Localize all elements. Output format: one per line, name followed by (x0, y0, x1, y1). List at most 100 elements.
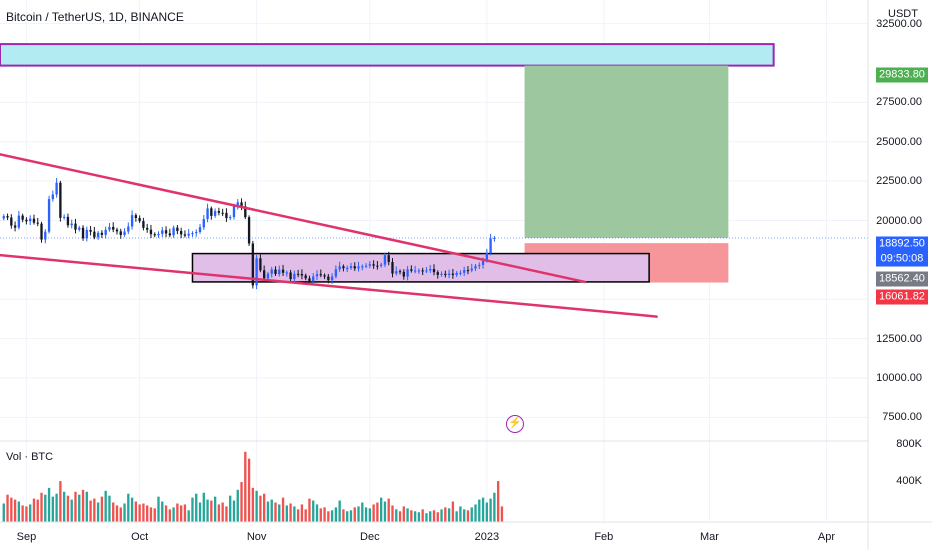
candle[interactable] (108, 222, 111, 232)
candle[interactable] (198, 223, 202, 234)
candle[interactable] (236, 199, 239, 210)
candle[interactable] (459, 270, 462, 276)
candle[interactable] (187, 229, 190, 239)
candle[interactable] (62, 214, 66, 220)
candle[interactable] (100, 230, 104, 238)
candle[interactable] (89, 225, 92, 236)
candle[interactable] (195, 229, 198, 237)
candle[interactable] (17, 210, 21, 230)
candle[interactable] (353, 262, 356, 271)
candle[interactable] (146, 223, 149, 233)
candle[interactable] (168, 228, 171, 238)
candle[interactable] (2, 214, 5, 221)
candle[interactable] (221, 208, 224, 217)
candle[interactable] (93, 226, 96, 240)
candle[interactable] (179, 227, 183, 239)
candle[interactable] (157, 231, 160, 238)
candle[interactable] (217, 207, 221, 216)
candle[interactable] (387, 251, 390, 266)
candle[interactable] (319, 269, 322, 278)
candle[interactable] (470, 263, 473, 273)
candle[interactable] (334, 265, 338, 279)
candle[interactable] (312, 273, 315, 285)
candle[interactable] (432, 264, 436, 276)
candle[interactable] (274, 266, 277, 276)
candle[interactable] (440, 271, 443, 277)
candle[interactable] (96, 230, 100, 240)
candle[interactable] (66, 213, 70, 228)
candle[interactable] (206, 203, 209, 223)
candle[interactable] (142, 217, 145, 231)
candle[interactable] (36, 217, 39, 227)
candle[interactable] (130, 210, 134, 230)
candle[interactable] (210, 206, 213, 220)
candle[interactable] (296, 269, 300, 278)
candle[interactable] (304, 273, 307, 281)
candle[interactable] (191, 231, 194, 237)
candle[interactable] (455, 271, 458, 277)
candle[interactable] (263, 265, 266, 281)
candle[interactable] (115, 227, 119, 235)
candle[interactable] (270, 266, 273, 278)
candle[interactable] (47, 195, 51, 234)
candle[interactable] (40, 221, 43, 243)
profit-zone[interactable] (524, 65, 729, 238)
candle[interactable] (255, 254, 258, 290)
candle[interactable] (379, 262, 383, 268)
candle[interactable] (29, 215, 32, 226)
candle[interactable] (6, 213, 9, 221)
candle[interactable] (164, 226, 168, 238)
candle[interactable] (447, 269, 451, 279)
candle[interactable] (81, 225, 85, 241)
candle[interactable] (244, 201, 247, 220)
candle[interactable] (55, 177, 58, 198)
candle[interactable] (112, 222, 115, 233)
candle[interactable] (153, 232, 156, 238)
candle[interactable] (444, 270, 447, 278)
candle[interactable] (368, 260, 372, 269)
candle[interactable] (372, 260, 375, 269)
candle[interactable] (349, 262, 353, 270)
candle[interactable] (395, 266, 398, 276)
candle[interactable] (383, 252, 387, 268)
candle[interactable] (421, 267, 424, 275)
candle[interactable] (308, 275, 311, 284)
candle[interactable] (451, 269, 455, 279)
candle[interactable] (425, 267, 428, 274)
candle[interactable] (149, 224, 153, 238)
candle[interactable] (493, 236, 496, 242)
trendline[interactable] (0, 153, 587, 284)
candle[interactable] (463, 266, 466, 276)
candle[interactable] (338, 261, 341, 272)
candle[interactable] (327, 273, 330, 284)
candle[interactable] (78, 225, 81, 232)
candle[interactable] (183, 230, 187, 238)
trendline[interactable] (0, 253, 658, 318)
candle[interactable] (13, 221, 17, 232)
candle[interactable] (278, 265, 281, 277)
candle[interactable] (357, 261, 360, 272)
candle[interactable] (251, 240, 255, 289)
candle[interactable] (229, 215, 232, 221)
candle[interactable] (478, 262, 481, 270)
candle[interactable] (25, 217, 28, 225)
candle[interactable] (21, 213, 24, 223)
candle[interactable] (285, 270, 288, 277)
candle[interactable] (391, 258, 394, 278)
lightning-icon[interactable]: ⚡ (506, 415, 524, 433)
candle[interactable] (398, 269, 402, 275)
candle[interactable] (127, 222, 130, 235)
candle[interactable] (213, 208, 217, 218)
candle[interactable] (51, 190, 55, 202)
candle[interactable] (10, 214, 13, 229)
candle[interactable] (138, 215, 141, 224)
candle[interactable] (361, 264, 364, 271)
candle[interactable] (176, 224, 179, 235)
candle[interactable] (123, 228, 126, 237)
candle[interactable] (402, 269, 405, 280)
candle[interactable] (32, 214, 36, 225)
candle[interactable] (376, 260, 379, 270)
candle[interactable] (436, 270, 439, 279)
candle[interactable] (346, 265, 349, 273)
candle[interactable] (161, 226, 164, 238)
